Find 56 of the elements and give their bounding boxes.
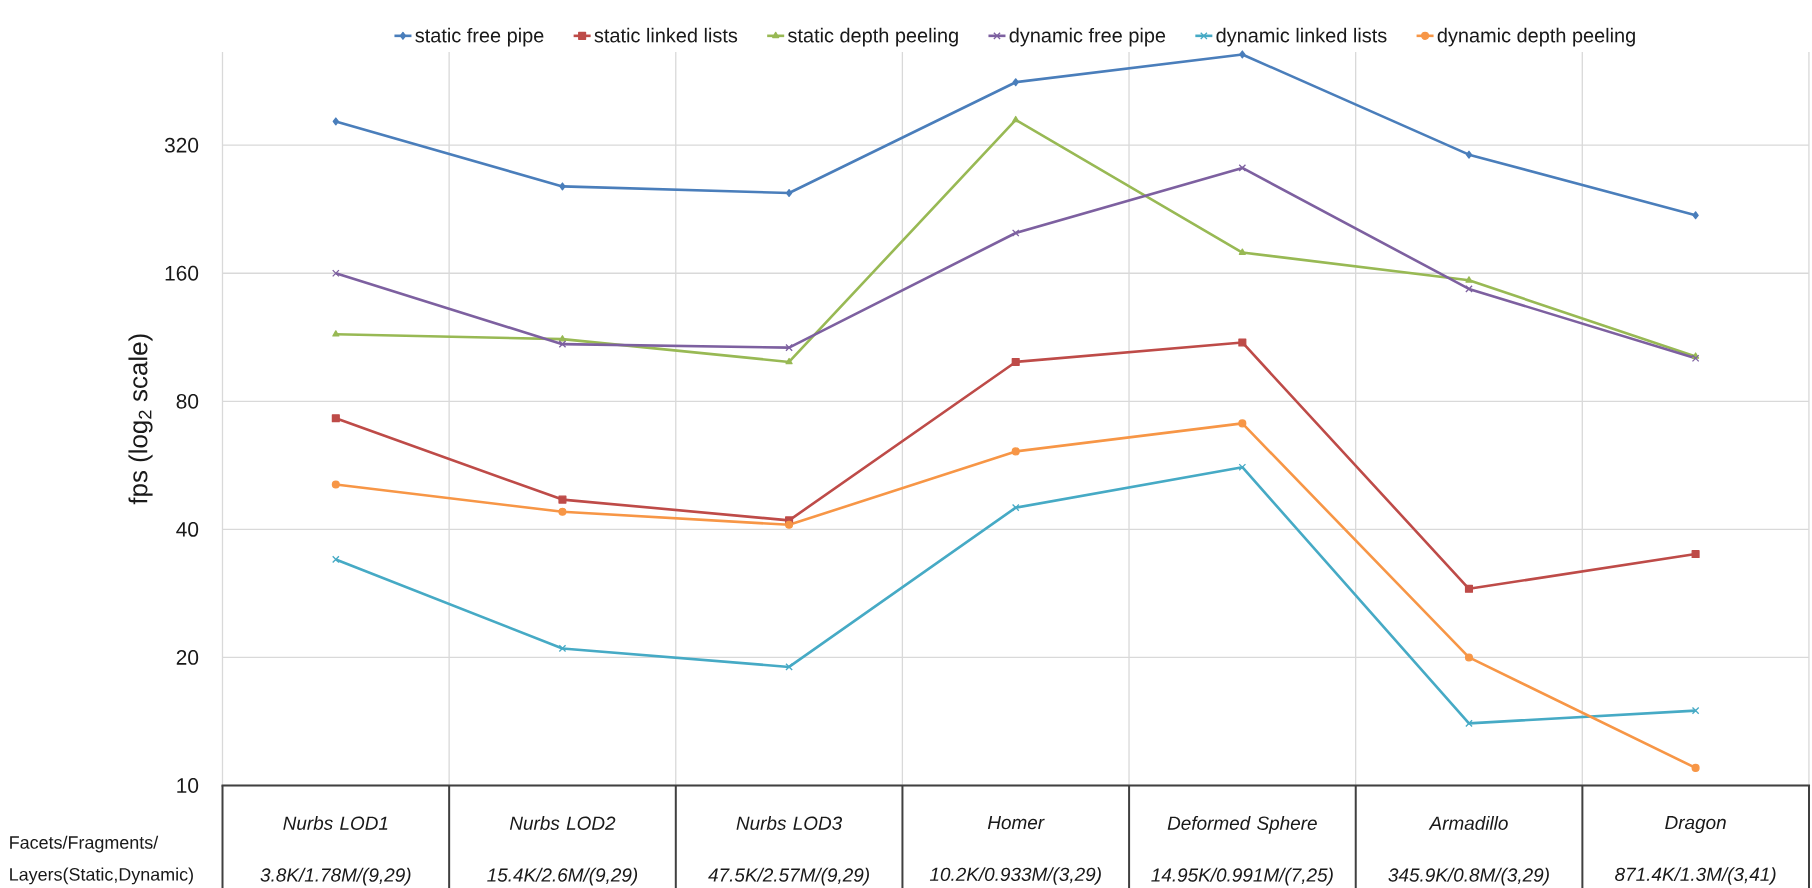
point <box>1011 503 1020 512</box>
point <box>558 507 567 516</box>
point <box>558 495 567 504</box>
category-label: Dragon 871.4K/1.3M/(3,41) <box>1615 816 1776 885</box>
point <box>785 357 793 365</box>
point <box>1465 150 1473 159</box>
category-label: Deformed Sphere 14.95K/0.991M/(7,25) <box>1151 816 1333 886</box>
point <box>332 117 340 126</box>
point <box>1691 550 1700 559</box>
y-tick-label: 160 <box>165 265 199 281</box>
point <box>1238 248 1246 255</box>
point <box>1011 229 1020 237</box>
point <box>1464 584 1474 593</box>
x-axis-title: Facets/Fragments/ Layers(Static,Dynamic) <box>10 835 193 885</box>
category-label: Armadillo 345.9K/0.8M/(3,29) <box>1388 816 1549 886</box>
legend-label: dynamic depth peeling <box>1437 27 1635 47</box>
point <box>558 335 567 342</box>
y-tick-label: 20 <box>176 650 199 665</box>
point <box>1691 763 1700 772</box>
point <box>1012 78 1019 87</box>
point <box>331 414 340 423</box>
category-label: Homer 10.2K/0.933M/(3,29) <box>929 816 1101 885</box>
point <box>785 188 793 198</box>
y-tick-label: 320 <box>164 137 199 153</box>
y-tick-label: 10 <box>177 778 199 793</box>
point <box>1012 115 1020 123</box>
point <box>1238 419 1247 428</box>
point <box>1238 338 1247 347</box>
y-tick-label: 80 <box>176 393 199 409</box>
point <box>785 343 793 352</box>
point <box>1465 276 1473 283</box>
point <box>559 182 566 191</box>
point <box>558 340 567 348</box>
point <box>1238 463 1247 471</box>
point <box>785 520 794 529</box>
legend-label: static linked lists <box>594 27 738 43</box>
y-axis-title: fps (log$_{2}$ scale) <box>128 334 153 505</box>
y-tick-label: 40 <box>176 521 199 537</box>
legend-label: static free pipe <box>415 27 544 47</box>
point <box>332 330 340 337</box>
point <box>332 555 340 564</box>
legend-label: dynamic linked lists <box>1216 27 1387 47</box>
legend-label: static depth peeling <box>788 27 958 47</box>
category-label: Nurbs LOD1 3.8K/1.78M/(9,29) <box>260 816 411 886</box>
point <box>1465 719 1473 728</box>
point <box>1011 357 1020 366</box>
legend-label: dynamic free pipe <box>1009 27 1166 47</box>
category-label: Nurbs LOD2 15.4K/2.6M/(9,29) <box>487 816 638 886</box>
point <box>1692 211 1699 220</box>
point <box>1011 447 1020 456</box>
point <box>331 480 340 489</box>
point <box>1238 164 1247 172</box>
point <box>1691 354 1700 363</box>
point <box>1239 50 1246 59</box>
point <box>1464 653 1474 662</box>
category-label: Nurbs LOD3 47.5K/2.57M/(9,29) <box>708 816 869 886</box>
